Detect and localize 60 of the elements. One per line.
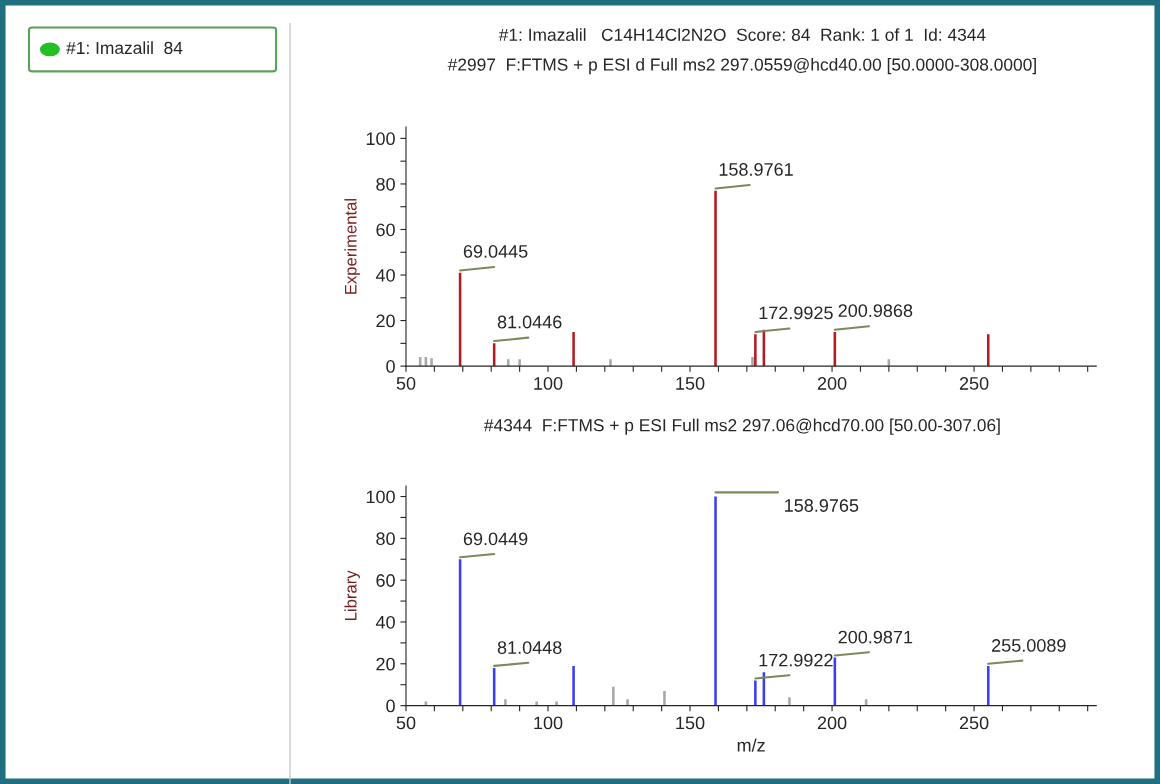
x-tick-label: 50 (396, 716, 416, 730)
y-axis-title: Library (344, 570, 360, 620)
text: #1: Imazalil 84 (66, 41, 183, 55)
bar (572, 665, 575, 706)
bar (626, 699, 629, 706)
bar (788, 697, 791, 706)
x-tick-label: 100 (534, 716, 563, 730)
annotation: 158.9765 (785, 499, 859, 512)
annotation: 200.9868 (838, 304, 913, 318)
bar (754, 680, 757, 706)
bar (987, 665, 990, 706)
annotation: 81.0446 (497, 315, 562, 329)
annotation: 172.9922 (759, 653, 833, 667)
y-tick-label: 20 (376, 314, 395, 328)
annotation: 172.9925 (759, 306, 833, 320)
bar (518, 359, 521, 367)
y-axis-title: Experimental (344, 199, 360, 294)
x-tick-label: 200 (817, 716, 847, 730)
chart-title: #4344 F:FTMS + p ESI Full ms2 297.06@hcd70.00 [50.00-307.06] (483, 418, 1000, 435)
bar (506, 359, 510, 367)
bar (986, 334, 990, 367)
y-tick-label: 40 (375, 268, 395, 282)
annotation: 200.9871 (838, 630, 913, 644)
y-tick-label: 20 (376, 657, 395, 671)
bar (555, 701, 558, 706)
y-tick-label: 0 (386, 360, 395, 373)
y-tick-label: 0 (386, 699, 395, 713)
x-tick-label: 150 (676, 377, 705, 390)
bar (504, 699, 507, 706)
bar (612, 686, 615, 706)
chart-subtitle: #2997 F:FTMS + p ESI d Full ms2 297.0559@hcd40.00 [50.0000-308.0000] (447, 57, 1036, 75)
chart-title: #1: Imazalil C14H14Cl2N2O Score: 84 Rank: 1 of 1 Id: 4344 (498, 28, 986, 41)
y-tick-label: 60 (376, 223, 395, 237)
x-tick-label: 100 (534, 377, 563, 390)
x-tick-label: 250 (959, 377, 989, 390)
bar (751, 357, 754, 367)
bar (714, 496, 717, 706)
annotation: 69.0445 (463, 245, 528, 258)
y-tick-label: 100 (366, 132, 395, 146)
bar (535, 701, 538, 706)
bar (572, 331, 575, 367)
annotation: 69.0449 (463, 532, 528, 546)
x-axis-title: m/z (737, 738, 765, 752)
annotation: 158.9761 (719, 163, 793, 176)
annotation: 81.0448 (497, 641, 562, 654)
y-tick-label: 40 (375, 615, 395, 629)
y-tick-label: 60 (376, 574, 395, 587)
bar (430, 358, 433, 367)
annotation: 255.0089 (992, 639, 1066, 652)
x-tick-label: 50 (396, 377, 416, 390)
bar (754, 334, 757, 367)
x-tick-label: 150 (676, 716, 705, 730)
bar (609, 359, 612, 367)
y-tick-label: 80 (376, 532, 395, 546)
x-tick-label: 200 (817, 377, 847, 390)
y-tick-label: 80 (376, 177, 395, 191)
bar (714, 190, 717, 367)
y-tick-label: 100 (366, 490, 395, 504)
x-tick-label: 250 (959, 716, 989, 730)
bar (663, 690, 666, 706)
